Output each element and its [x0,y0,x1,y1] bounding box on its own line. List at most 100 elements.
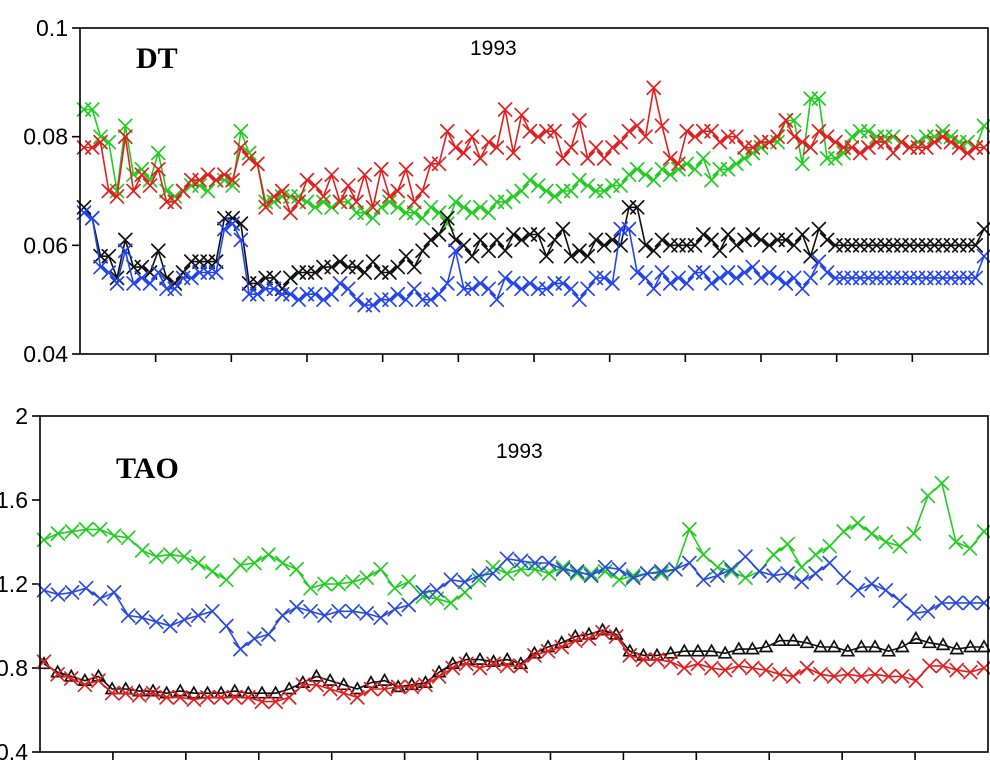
dt-data-point [357,265,373,280]
dt-data-point [266,281,282,297]
tao-data-point [724,564,739,579]
dt-data-point [431,227,447,242]
dt-data-point [208,172,224,188]
dt-series-1 [76,80,990,221]
dt-data-point [93,259,108,275]
dt-data-point [225,216,240,231]
tao-data-point [227,683,243,697]
tao-data-point [850,515,866,531]
tao-data-point [472,660,488,676]
tao-data-point [36,656,52,670]
dt-data-point [596,237,612,253]
dt-data-point [654,161,670,177]
tao-data-point [322,681,338,697]
tao-data-point [132,687,147,703]
dt-data-point [596,151,612,166]
tao-data-point [772,666,788,682]
dt-data-point [596,270,612,286]
tao-data-point [190,608,206,623]
dt-data-point [431,286,447,302]
dt-data-point [671,156,686,172]
dt-data-point [101,183,117,199]
tao-data-point [295,677,311,693]
dt-data-point [291,292,307,308]
dt-data-point [93,129,108,145]
tao-data-point [268,685,284,699]
tao-data-point [63,671,79,686]
dt-data-point [580,281,596,297]
dt-data-point [406,194,422,210]
tao-data-point [513,553,529,569]
dt-data-point [233,140,249,155]
dt-data-point [572,292,587,308]
tao-data-point [471,568,487,583]
tao-data-point [682,555,697,571]
tao-panel: TAO 1993 0.4 0.8 1.2 1.6 2 [0,403,990,763]
tao-data-point [836,570,852,586]
dt-data-point [621,123,637,139]
tao-data-point [359,570,375,586]
tao-data-point [120,608,136,623]
dt-data-point [811,254,827,269]
tao-data-point [176,549,192,565]
tao-data-point [922,635,937,649]
dt-data-point [695,151,711,166]
dt-data-point [365,210,381,226]
tao-data-point [976,639,990,653]
dt-data-point [117,232,133,248]
dt-data-point [522,172,538,188]
tao-data-point [826,639,842,653]
tao-data-point [148,549,164,565]
dt-data-point [382,292,397,308]
tao-data-point [667,561,683,577]
dt-data-point [794,134,810,150]
dt-data-point [671,161,686,177]
tao-data-point [308,668,324,682]
dt-data-point [489,232,505,248]
tao-data-point [583,568,599,583]
tao-data-point [219,618,234,634]
dt-data-point [861,123,876,139]
dt-data-point [431,205,447,221]
tao-data-point [527,648,542,663]
dt-panel: DT 1993 0.04 0.06 0.08 0.1 [23,15,990,367]
tao-data-point [322,672,338,686]
dt-data-point [794,281,810,297]
tao-data-point [625,568,641,583]
dt-data-point [654,232,670,248]
dt-data-point [918,140,934,155]
tao-data-point [676,660,692,676]
tao-data-point [92,591,108,607]
dt-data-point [786,129,802,145]
dt-data-point [150,265,166,280]
tao-data-point [541,566,557,581]
tao-data-point [134,610,150,625]
tao-data-point [233,641,248,657]
tao-data-point [78,522,94,537]
tao-data-point [934,475,950,491]
dt-data-point [365,297,381,313]
dt-data-point [563,281,579,297]
dt-data-point [365,254,381,269]
tao-data-point [303,603,318,619]
tao-data-point [148,614,164,630]
dt-data-point [654,265,670,280]
dt-data-point [555,276,571,291]
tao-data-point [826,669,842,684]
dt-data-point [935,129,951,145]
dt-data-point [291,194,307,210]
tao-data-point [608,629,624,644]
dt-data-point [448,194,463,210]
tao-data-point [457,574,473,590]
dt-data-point [605,232,620,248]
tao-data-point [894,669,910,684]
tao-data-point [485,559,501,575]
dt-data-point [679,123,695,139]
tao-data-point [836,524,852,539]
tao-data-point [622,648,638,663]
dt-data-point [481,134,496,150]
dt-data-point [761,265,777,280]
dt-data-point [109,270,125,286]
dt-data-point [761,134,777,150]
dt-panel-year: 1993 [470,37,517,60]
